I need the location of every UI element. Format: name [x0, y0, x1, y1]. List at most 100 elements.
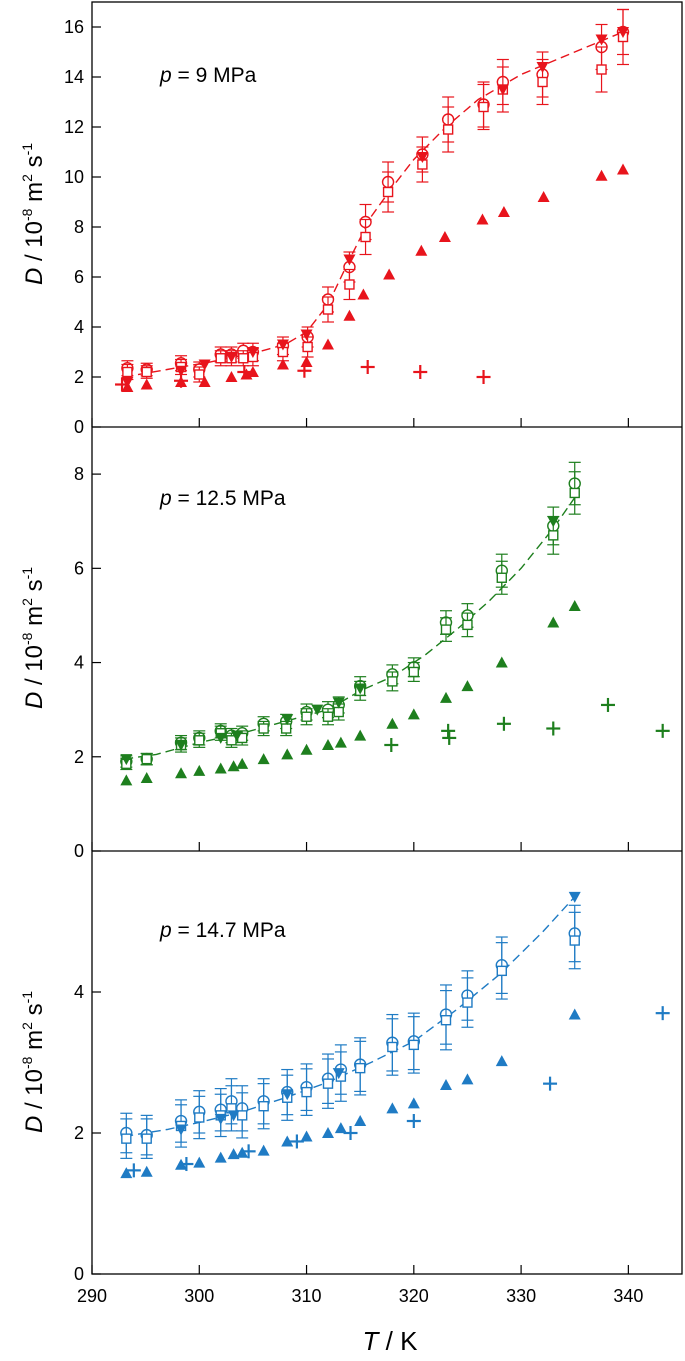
point-triangle-down [617, 27, 629, 38]
point-triangle-up [537, 191, 550, 202]
panel-9-mpa: 0 2 4 6 8 10 12 14 16 [64, 8, 630, 437]
point-square [141, 753, 152, 765]
annotation-symbol: p [159, 487, 172, 510]
point-triangle-up [322, 338, 334, 350]
point-square [344, 279, 355, 290]
point-triangle-up [281, 748, 294, 760]
point-square [121, 1133, 132, 1144]
panel-12-5-mpa: 0 2 4 6 8 [74, 461, 670, 861]
point-square [194, 1112, 205, 1123]
point-triangle-up [568, 600, 581, 612]
point-square [442, 124, 454, 135]
point-square [238, 353, 249, 364]
point-triangle-down [343, 254, 356, 266]
point-square [194, 735, 205, 746]
point-square [302, 341, 313, 353]
x-tick-label: 330 [506, 1286, 536, 1306]
point-square [280, 723, 292, 734]
x-tick-label: 300 [184, 1286, 214, 1306]
y-tick-label: 0 [74, 417, 84, 437]
point-triangle-up [343, 309, 356, 321]
point-square [569, 935, 580, 946]
point-triangle-up [568, 1008, 581, 1020]
point-triangle-up [227, 760, 240, 772]
point-square [236, 1110, 248, 1121]
point-triangle-down [175, 1124, 188, 1136]
point-triangle-up [276, 358, 289, 370]
point-triangle-up [440, 1079, 452, 1091]
point-triangle-up [198, 376, 211, 387]
point-triangle-down [332, 697, 345, 709]
y-tick-label: 14 [64, 67, 84, 87]
point-triangle-up [193, 1156, 206, 1168]
point-triangle-up [407, 1097, 420, 1109]
y-tick-label: 2 [74, 1123, 84, 1143]
point-triangle-down [547, 516, 560, 528]
point-square [122, 366, 133, 378]
point-triangle-up [257, 753, 270, 765]
point-triangle-down [175, 740, 188, 751]
point-triangle-up [120, 1167, 133, 1179]
point-triangle-down [496, 84, 509, 96]
point-triangle-up [438, 231, 451, 242]
point-triangle-up [120, 774, 133, 786]
point-square [496, 965, 507, 977]
point-triangle-up [246, 366, 259, 377]
point-triangle-up [383, 268, 396, 280]
point-square [537, 76, 548, 88]
y-tick-label: 12 [64, 117, 84, 137]
point-triangle-up [140, 1165, 153, 1177]
point-triangle-up [407, 708, 420, 720]
y-tick-label: 8 [74, 217, 84, 237]
svg-text:D / 10-8 m2 s-1: D / 10-8 m2 s-1 [19, 143, 48, 285]
point-triangle-up [440, 691, 452, 703]
point-square [141, 1133, 152, 1144]
annotation-symbol: p [159, 64, 172, 87]
y-tick-label: 8 [74, 464, 84, 484]
point-triangle-up [354, 729, 367, 741]
point-square [408, 666, 420, 678]
point-triangle-up [322, 1127, 334, 1138]
svg-text:D / 10-8 m2 s-1: D / 10-8 m2 s-1 [19, 567, 48, 709]
y-tick-label: 4 [74, 982, 84, 1002]
point-triangle-down [536, 62, 549, 73]
point-square [258, 723, 269, 734]
point-triangle-up [354, 1115, 367, 1127]
point-triangle-up [257, 1144, 270, 1156]
point-triangle-up [140, 378, 153, 390]
y-tick-label: 4 [74, 653, 84, 673]
point-triangle-up [193, 764, 206, 776]
point-triangle-down [120, 754, 133, 766]
y-tick-label: 6 [74, 267, 84, 287]
point-triangle-up [140, 771, 153, 783]
point-triangle-up [497, 206, 510, 217]
y-tick-label: 10 [64, 167, 84, 187]
x-tick-label: 340 [613, 1286, 643, 1306]
point-square [440, 624, 452, 635]
point-square [215, 353, 226, 364]
point-triangle-up [175, 767, 188, 779]
point-triangle-down [416, 152, 429, 163]
point-square [569, 487, 580, 499]
point-triangle-up [121, 381, 134, 392]
point-triangle-up [547, 616, 560, 628]
point-triangle-up [386, 717, 399, 729]
point-square [596, 64, 607, 75]
point-square [408, 1039, 420, 1051]
point-square [440, 1015, 452, 1026]
point-square [462, 997, 473, 1008]
annotation-symbol: p [159, 919, 172, 942]
point-square [301, 1086, 312, 1098]
point-triangle-up [334, 1122, 347, 1134]
point-square [301, 711, 312, 722]
point-triangle-down [354, 683, 367, 695]
point-triangle-down [281, 1089, 294, 1101]
y-tick-label: 4 [74, 317, 84, 337]
point-square [141, 366, 152, 378]
fit-line [124, 497, 576, 760]
y-tick-label: 16 [64, 17, 84, 37]
panel-14-7-mpa: 0 2 4 [74, 891, 670, 1284]
y-axis-label-12-5: D / 10-8 m2 s-1 [19, 567, 48, 709]
point-triangle-up [415, 244, 428, 256]
point-triangle-up [495, 656, 508, 668]
